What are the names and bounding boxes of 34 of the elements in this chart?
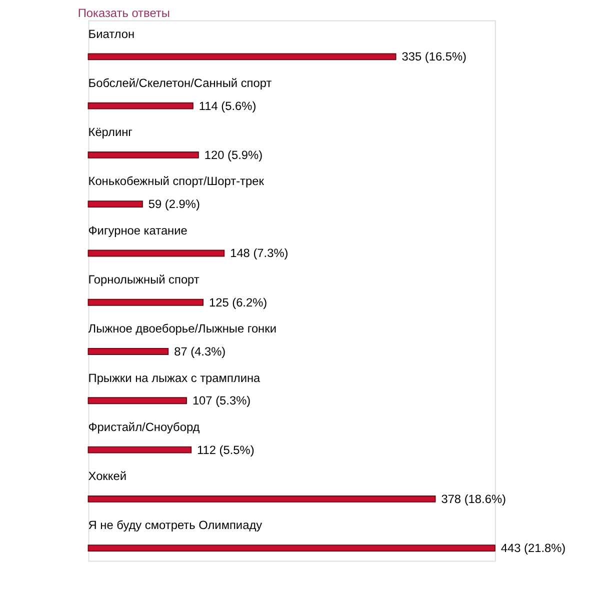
y-tick-label: Хоккей xyxy=(88,469,126,484)
data-label: 125 (6.2%) xyxy=(208,295,268,310)
data-label: 112 (5.5%) xyxy=(197,442,254,457)
bar xyxy=(88,446,192,454)
bar xyxy=(88,250,225,257)
y-tick-label: Горнолыжный спорт xyxy=(88,272,200,287)
bar xyxy=(88,151,199,158)
data-label: 335 (16.5%) xyxy=(402,50,467,64)
data-label: 87 (4.3%) xyxy=(174,344,226,358)
y-tick-label: Фигурное катание xyxy=(88,223,188,238)
bar xyxy=(88,53,396,60)
y-tick-label: Биатлон xyxy=(88,26,135,41)
bar xyxy=(88,102,194,110)
y-tick-label: Бобслей/Скелетон/Санный спорт xyxy=(88,76,272,90)
y-tick-label: Я не буду смотреть Олимпиаду xyxy=(88,518,262,532)
bar xyxy=(88,298,204,306)
bar xyxy=(88,200,143,208)
y-tick-label: Кёрлинг xyxy=(88,125,133,140)
data-label: 114 (5.6%) xyxy=(198,98,256,113)
bar xyxy=(88,348,169,355)
data-label: 378 (18.6%) xyxy=(441,492,506,506)
bar xyxy=(88,397,187,404)
y-tick-label: Лыжное двоеборье/Лыжные гонки xyxy=(88,322,276,336)
data-label: 59 (2.9%) xyxy=(148,197,200,212)
data-label: 443 (21.8%) xyxy=(500,541,566,556)
y-tick-label: Фристайл/Сноуборд xyxy=(88,420,200,434)
y-tick-label: Конькобежный спорт/Шорт-трек xyxy=(88,174,265,188)
chart-title: Показать ответы xyxy=(78,6,170,20)
data-label: 107 (5.3%) xyxy=(192,394,251,408)
bar xyxy=(88,544,496,552)
data-label: 120 (5.9%) xyxy=(204,148,263,162)
bar xyxy=(88,495,436,502)
y-tick-label: Прыжки на лыжах с трамплина xyxy=(88,370,261,385)
data-label: 148 (7.3%) xyxy=(230,246,288,260)
